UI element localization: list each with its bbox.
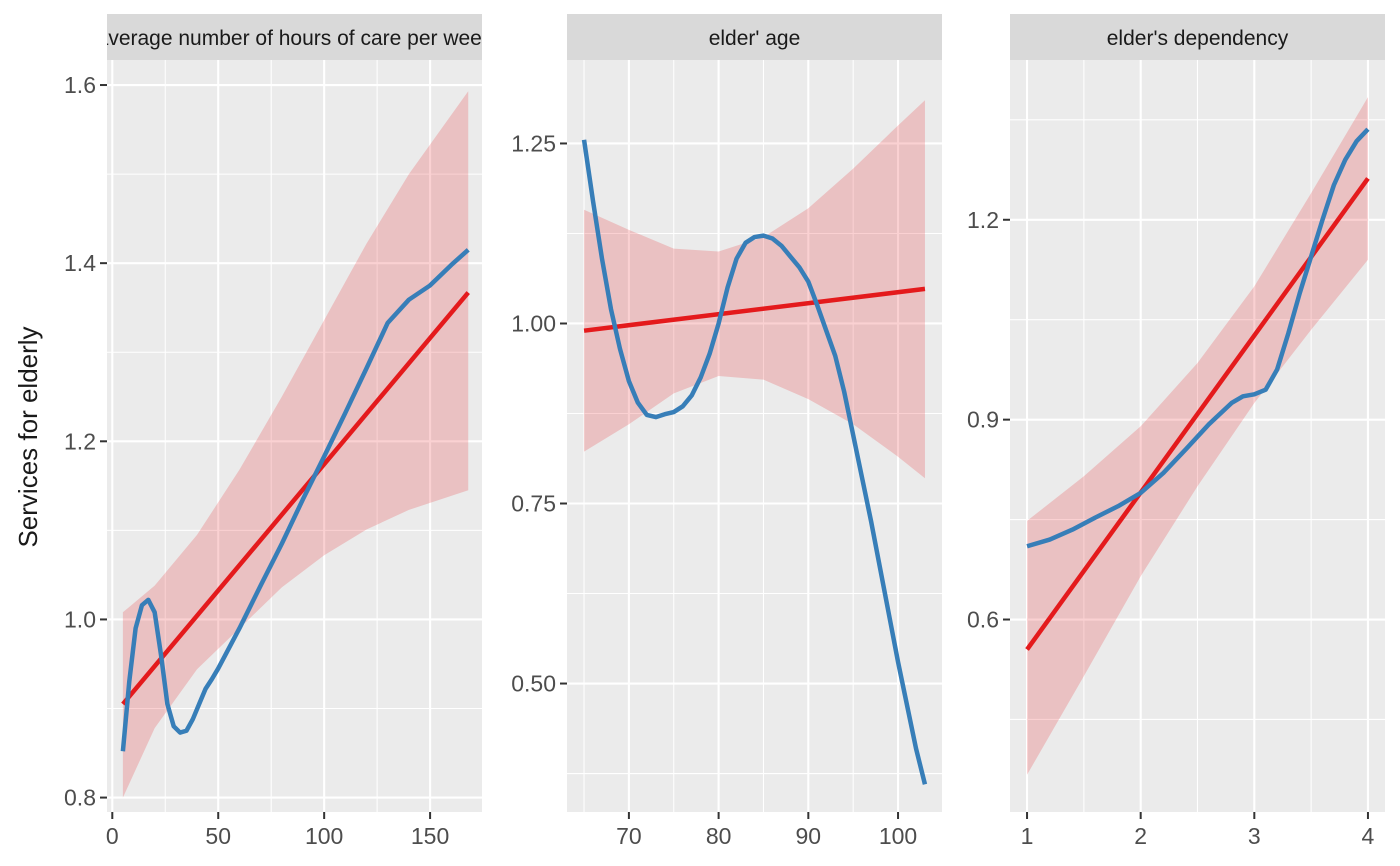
panel-1: average number of hours of care per week… <box>64 14 493 849</box>
x-tick-label: 90 <box>796 823 822 849</box>
facet-strip-label: elder' age <box>709 27 801 50</box>
x-tick-label: 70 <box>616 823 642 849</box>
y-tick-label: 0.75 <box>511 491 556 517</box>
x-tick-label: 50 <box>205 823 231 849</box>
x-tick-label: 0 <box>106 823 119 849</box>
smooth-fit-line <box>1026 127 1370 549</box>
y-tick-label: 0.6 <box>967 607 999 633</box>
y-tick-label: 1.25 <box>511 130 556 156</box>
y-tick-label: 1.4 <box>64 250 96 276</box>
x-tick-label: 150 <box>411 823 449 849</box>
facet-strip <box>567 14 942 60</box>
facet-strip <box>1010 14 1385 60</box>
x-tick-label: 4 <box>1362 823 1375 849</box>
y-tick-label: 1.00 <box>511 310 556 336</box>
facet-strip-label: average number of hours of care per week <box>97 27 493 50</box>
linear-fit-line <box>583 286 926 333</box>
x-tick-label: 100 <box>879 823 917 849</box>
x-tick-label: 2 <box>1134 823 1147 849</box>
smooth-fit-line <box>120 248 470 752</box>
smooth-fit-line <box>581 139 928 785</box>
y-tick-label: 0.9 <box>967 407 999 433</box>
y-tick-label: 1.6 <box>64 72 96 98</box>
x-tick-label: 1 <box>1021 823 1034 849</box>
panel-3: elder's dependency 1 2 3 4 0.6 0.9 1.2 <box>967 14 1385 849</box>
y-tick-label: 0.50 <box>511 671 556 697</box>
confidence-ribbon <box>584 100 925 479</box>
confidence-ribbon <box>122 91 469 798</box>
y-tick-label: 1.2 <box>967 207 999 233</box>
linear-fit-line <box>121 291 470 706</box>
x-tick-label: 100 <box>305 823 343 849</box>
facet-strip <box>107 14 482 60</box>
y-axis-title: Services for elderly <box>13 326 43 547</box>
x-tick-label: 80 <box>706 823 732 849</box>
y-tick-label: 1.0 <box>64 606 96 632</box>
facet-strip-label: elder's dependency <box>1107 27 1289 50</box>
panel-2: elder' age 70 80 90 100 0.50 0.75 1.00 1.25 <box>511 14 942 849</box>
x-tick-label: 3 <box>1248 823 1261 849</box>
y-tick-label: 1.2 <box>64 428 96 454</box>
panel-background <box>107 60 482 812</box>
y-tick-label: 0.8 <box>64 785 96 811</box>
